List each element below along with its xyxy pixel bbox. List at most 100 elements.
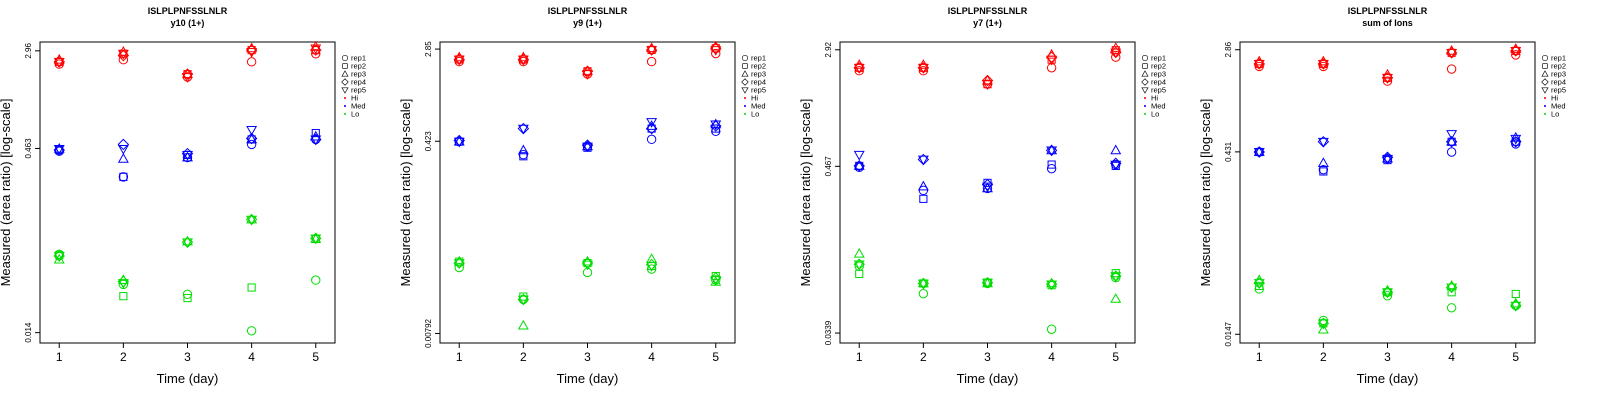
x-tick-label: 5 <box>712 350 719 364</box>
data-point-med-rep5 <box>1382 154 1393 165</box>
data-point-lo-rep5 <box>517 295 529 306</box>
y-tick-label: 0.0339 <box>824 320 833 345</box>
legend-marker-rep3 <box>341 70 349 77</box>
data-point-lo-rep5 <box>1317 319 1329 330</box>
data-point-lo-rep5 <box>53 252 65 262</box>
data-point-lo-rep1 <box>1046 324 1057 334</box>
data-point-med-rep2 <box>519 152 528 161</box>
data-point-hi-rep5 <box>1317 60 1329 70</box>
data-point-hi-rep1 <box>1318 61 1329 72</box>
y-tick-label: 0.00792 <box>424 318 433 347</box>
chart-subtitle: y9 (1+) <box>573 18 602 28</box>
legend-marker-hi <box>743 96 747 100</box>
data-point-hi-rep3 <box>982 74 993 85</box>
data-point-med-rep5 <box>453 137 465 148</box>
data-point-hi-rep5 <box>117 49 129 60</box>
legend-marker-rep4 <box>1541 78 1549 86</box>
x-tick-label: 3 <box>184 350 191 364</box>
x-tick-label: 2 <box>520 350 527 364</box>
data-point-lo-rep1 <box>918 288 929 299</box>
data-point-hi-rep3 <box>117 46 129 56</box>
x-tick-label: 3 <box>1384 350 1391 364</box>
legend-label: rep4 <box>1551 78 1566 87</box>
data-point-lo-rep2 <box>247 283 256 292</box>
y-axis-label: Measured (area ratio) [log-scale] <box>0 99 13 287</box>
data-point-hi-rep4 <box>981 74 994 87</box>
data-point-med-rep4 <box>245 132 258 145</box>
data-point-med-rep3 <box>1446 135 1458 146</box>
data-point-lo-rep1 <box>454 262 464 273</box>
y-tick-label: 0.423 <box>424 131 433 152</box>
y-tick-label: 0.0147 <box>1224 321 1233 346</box>
legend-marker-hi <box>343 96 347 100</box>
legend-label: rep4 <box>351 78 366 87</box>
data-point-med-rep5 <box>982 182 993 193</box>
data-point-med-rep5 <box>1046 146 1058 157</box>
data-point-lo-rep3 <box>917 277 929 288</box>
legend-marker-rep4 <box>1141 78 1149 86</box>
y-tick-label: 2.96 <box>24 42 33 58</box>
data-point-hi-rep5 <box>53 58 65 68</box>
data-point-lo-rep5 <box>246 215 258 226</box>
legend-label: Med <box>1151 102 1166 111</box>
data-point-med-rep5 <box>646 118 658 128</box>
data-point-hi-rep5 <box>453 55 465 66</box>
data-point-hi-rep1 <box>118 55 129 65</box>
data-point-med-rep1 <box>646 134 657 145</box>
plot-frame <box>39 41 336 344</box>
data-point-hi-rep3 <box>1110 42 1122 52</box>
data-point-hi-rep1 <box>854 66 864 76</box>
data-point-med-rep5 <box>1110 160 1122 171</box>
legend-label: Lo <box>351 110 359 119</box>
data-point-lo-rep3 <box>1110 293 1122 303</box>
legend-marker-lo <box>1143 112 1147 116</box>
data-point-med-rep3 <box>1317 157 1329 167</box>
x-tick-label: 4 <box>1448 350 1455 364</box>
data-point-lo-rep5 <box>1046 280 1058 291</box>
legend-label: Hi <box>351 94 358 103</box>
data-point-lo-rep5 <box>646 262 658 272</box>
legend-label: rep1 <box>1551 54 1566 63</box>
data-point-hi-rep1 <box>454 56 464 67</box>
data-point-med-rep4 <box>853 160 865 172</box>
legend-marker-hi <box>1543 96 1547 100</box>
legend-label: rep1 <box>751 54 766 63</box>
legend-label: Hi <box>751 94 758 103</box>
data-point-lo-rep2 <box>1511 289 1520 299</box>
x-axis-label: Time (day) <box>957 371 1019 386</box>
x-tick-label: 5 <box>312 350 319 364</box>
data-point-hi-rep5 <box>310 44 322 55</box>
data-point-med-rep4 <box>1510 136 1522 148</box>
data-point-med-rep3 <box>1510 131 1522 142</box>
y-axis-label: Measured (area ratio) [log-scale] <box>398 99 413 287</box>
data-point-med-rep5 <box>710 120 722 131</box>
legend-label: rep1 <box>1151 54 1166 63</box>
data-point-lo-rep5 <box>582 260 593 271</box>
data-point-med-rep1 <box>518 150 529 160</box>
legend-marker-med <box>343 104 347 108</box>
y-tick-label: 0.431 <box>1224 141 1233 162</box>
legend-label: rep5 <box>1551 86 1566 95</box>
data-point-lo-rep2 <box>183 294 192 303</box>
legend-marker-rep2 <box>342 63 348 69</box>
data-point-med-rep5 <box>1446 130 1458 140</box>
legend-label: rep3 <box>1151 70 1166 79</box>
data-point-hi-rep5 <box>1382 73 1393 84</box>
data-point-hi-rep1 <box>1446 64 1457 74</box>
legend-marker-rep5 <box>1541 87 1549 94</box>
data-point-lo-rep5 <box>853 260 865 271</box>
data-point-lo-rep3 <box>517 319 529 330</box>
data-point-hi-rep3 <box>310 40 322 51</box>
legend-marker-rep3 <box>1141 70 1149 77</box>
x-tick-label: 3 <box>984 350 991 364</box>
data-point-lo-rep1 <box>182 289 193 300</box>
data-point-hi-rep5 <box>1446 48 1458 59</box>
data-point-med-rep2 <box>1319 167 1328 176</box>
data-point-med-rep3 <box>917 180 929 191</box>
data-point-lo-rep3 <box>646 253 658 263</box>
data-point-hi-rep1 <box>1511 50 1521 60</box>
legend-label: Lo <box>1151 110 1159 119</box>
y-axis-label: Measured (area ratio) [log-scale] <box>1198 99 1213 287</box>
y-tick-label: 2.85 <box>424 41 433 57</box>
data-point-med-rep1 <box>246 139 257 150</box>
